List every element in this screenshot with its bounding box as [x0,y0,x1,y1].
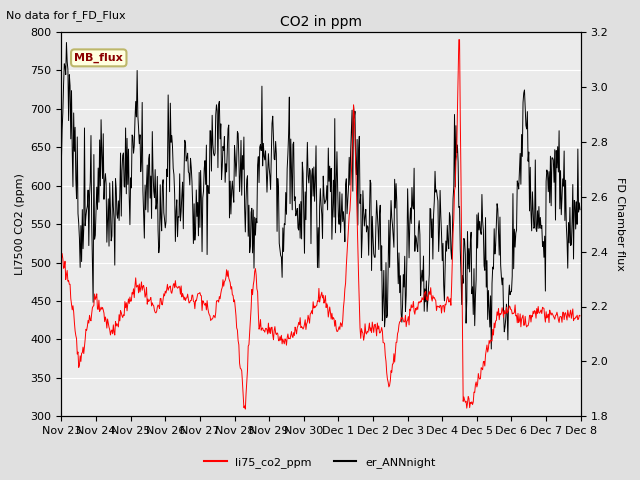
Y-axis label: FD Chamber flux: FD Chamber flux [615,177,625,271]
Text: MB_flux: MB_flux [74,53,123,63]
Title: CO2 in ppm: CO2 in ppm [280,15,362,29]
Y-axis label: LI7500 CO2 (ppm): LI7500 CO2 (ppm) [15,173,25,275]
Text: No data for f_FD_Flux: No data for f_FD_Flux [6,10,126,21]
Legend: li75_co2_ppm, er_ANNnight: li75_co2_ppm, er_ANNnight [200,452,440,472]
